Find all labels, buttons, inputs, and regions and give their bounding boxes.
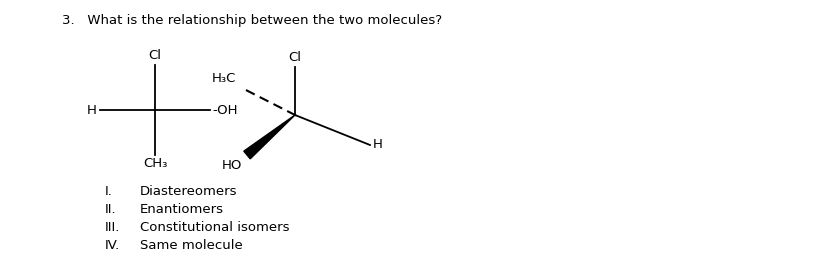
Text: Same molecule: Same molecule [140, 239, 242, 252]
Text: Diastereomers: Diastereomers [140, 185, 237, 198]
Text: Cl: Cl [288, 51, 301, 64]
Text: IV.: IV. [105, 239, 120, 252]
Text: H: H [372, 139, 382, 151]
Polygon shape [243, 115, 294, 159]
Text: Cl: Cl [148, 49, 161, 62]
Text: II.: II. [105, 203, 117, 216]
Text: -OH: -OH [212, 103, 237, 117]
Text: Constitutional isomers: Constitutional isomers [140, 221, 289, 234]
Text: III.: III. [105, 221, 120, 234]
Text: H: H [87, 103, 97, 117]
Text: CH₃: CH₃ [142, 157, 167, 170]
Text: Enantiomers: Enantiomers [140, 203, 224, 216]
Text: I.: I. [105, 185, 112, 198]
Text: H₃C: H₃C [212, 72, 236, 85]
Text: 3.   What is the relationship between the two molecules?: 3. What is the relationship between the … [62, 14, 442, 27]
Text: HO: HO [222, 159, 241, 172]
